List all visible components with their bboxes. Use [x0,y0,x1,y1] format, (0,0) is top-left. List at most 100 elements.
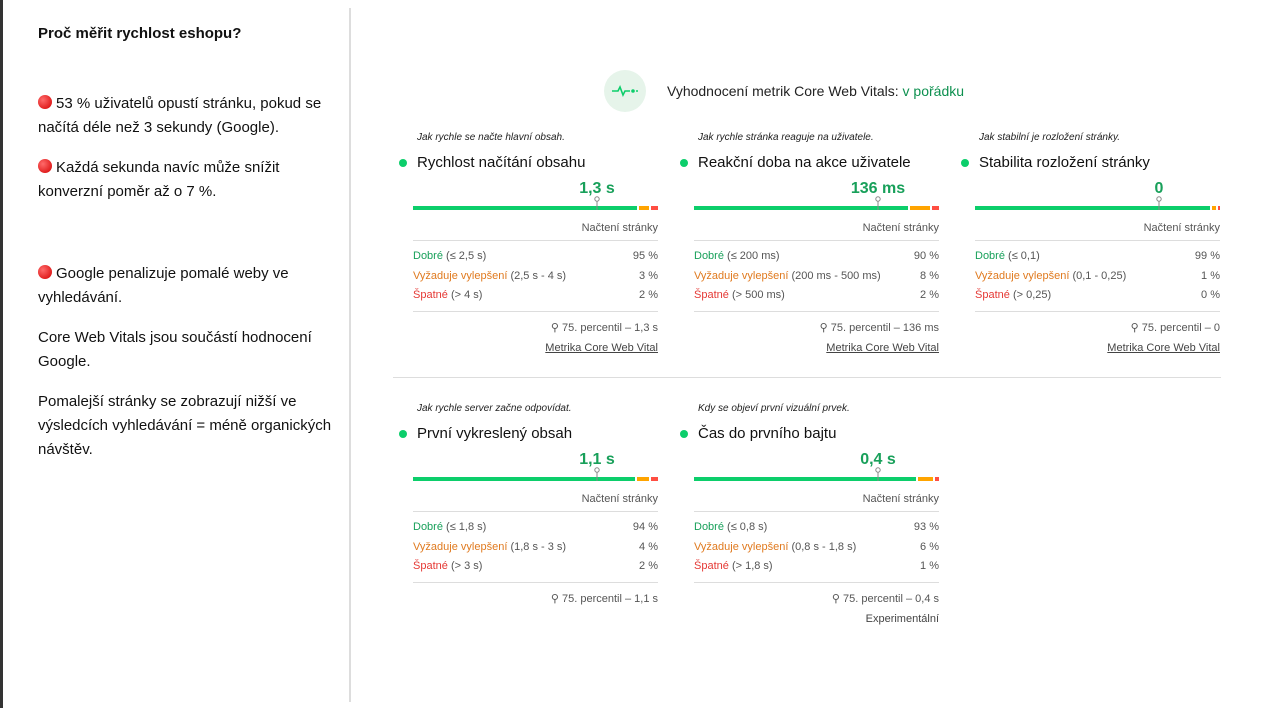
red-circle-icon [38,265,52,279]
bar-needs-improvement [1211,206,1216,210]
metric-card: Jak rychle se načte hlavní obsah. Rychlo… [399,132,658,354]
bar-poor [931,206,939,210]
metric-value: 1,1 s [579,451,615,468]
metric-caption: Jak rychle stránka reaguje na uživatele. [698,132,874,143]
bar-label: Načtení stránky [413,493,658,512]
percentile: ⚲ 75. percentil – 1,3 s [550,321,658,334]
good-row: Dobré (≤ 1,8 s) 94 % [413,521,658,533]
bar-good [413,477,635,481]
row-divider [393,377,1221,378]
pin-icon: ⚲ [1130,321,1139,334]
metric-caption: Jak rychle server začne odpovídat. [417,403,572,414]
metric-title: Reakční doba na akce uživatele [698,154,911,171]
percentile: ⚲ 75. percentil – 1,1 s [550,592,658,605]
percentile: ⚲ 75. percentil – 136 ms [819,321,939,334]
needs-improvement-row: Vyžaduje vylepšení (0,8 s - 1,8 s) 6 % [694,540,939,553]
good-row: Dobré (≤ 2,5 s) 95 % [413,250,658,262]
metric-value: 136 ms [850,180,906,197]
distribution-bar [413,196,658,210]
distribution-bar [413,467,658,481]
cwv-metric-link[interactable]: Metrika Core Web Vital [545,341,658,354]
bar-needs-improvement [636,477,649,481]
status-dot-icon [399,429,407,438]
metric-value: 1,3 s [579,180,615,197]
window-edge [0,0,3,708]
cwv-status: v pořádku [902,83,965,99]
info-point-4: Core Web Vitals jsou součástí hodnocení … [38,329,312,370]
p75-marker-icon [594,196,600,210]
bar-poor [650,206,658,210]
good-row: Dobré (≤ 0,1) 99 % [975,250,1220,262]
pin-icon: ⚲ [550,321,559,334]
info-point-1: 53 % uživatelů opustí stránku, pokud se … [38,95,322,136]
bar-poor [650,477,658,481]
bar-needs-improvement [639,206,649,210]
good-row: Dobré (≤ 0,8 s) 93 % [694,521,939,533]
cwv-metric-link[interactable]: Metrika Core Web Vital [826,341,939,354]
cwv-header: Vyhodnocení metrik Core Web Vitals: v po… [604,70,964,112]
info-point-2: Každá sekunda navíc může snížit konverzn… [38,159,280,200]
metric-title: Stabilita rozložení stránky [979,154,1150,171]
bar-label: Načtení stránky [975,222,1220,241]
poor-row: Špatné (> 3 s) 2 % [413,560,658,572]
status-dot-icon [680,158,688,167]
distribution-bar [694,467,939,481]
poor-row: Špatné (> 500 ms) 2 % [694,289,939,301]
metric-caption: Jak stabilní je rozložení stránky. [979,132,1120,143]
pulse-icon [604,70,646,112]
metric-caption: Jak rychle se načte hlavní obsah. [417,132,565,143]
pin-icon: ⚲ [831,592,840,605]
bar-needs-improvement [917,477,934,481]
status-dot-icon [680,429,688,438]
cwv-title: Vyhodnocení metrik Core Web Vitals: [667,83,899,99]
metric-title: Čas do prvního bajtu [698,425,837,442]
metric-card: Jak stabilní je rozložení stránky. Stabi… [961,132,1220,354]
percentile: ⚲ 75. percentil – 0 [1130,321,1220,334]
status-dot-icon [399,158,407,167]
bar-good [413,206,638,210]
needs-improvement-row: Vyžaduje vylepšení (1,8 s - 3 s) 4 % [413,540,658,553]
metric-card: Jak rychle server začne odpovídat. První… [399,403,658,605]
info-point-3: Google penalizuje pomalé weby ve vyhledá… [38,265,289,306]
cwv-metric-link[interactable]: Metrika Core Web Vital [1107,341,1220,354]
panel-divider [349,8,351,702]
pin-icon: ⚲ [550,592,559,605]
red-circle-icon [38,159,52,173]
p75-marker-icon [875,196,881,210]
metric-caption: Kdy se objeví první vizuální prvek. [698,403,850,414]
metric-value: 0,4 s [860,451,896,468]
p75-marker-icon [1156,196,1162,210]
metric-value: 0 [1154,180,1164,197]
red-circle-icon [38,95,52,109]
metric-title: Rychlost načítání obsahu [417,154,586,171]
bar-poor [1217,206,1220,210]
bar-good [694,206,909,210]
distribution-bar [975,196,1220,210]
bar-good [975,206,1210,210]
distribution-bar [694,196,939,210]
bar-good [694,477,916,481]
info-panel: Proč měřit rychlost eshopu? 53 % uživate… [38,22,338,478]
metric-card: Jak rychle stránka reaguje na uživatele.… [680,132,939,354]
bar-poor [935,477,939,481]
info-point-5: Pomalejší stránky se zobrazují nižší ve … [38,393,332,458]
status-dot-icon [961,158,969,167]
metric-card: Kdy se objeví první vizuální prvek. Čas … [680,403,939,625]
percentile: ⚲ 75. percentil – 0,4 s [831,592,939,605]
experimental-label: Experimentální [865,612,939,625]
needs-improvement-row: Vyžaduje vylepšení (2,5 s - 4 s) 3 % [413,269,658,282]
good-row: Dobré (≤ 200 ms) 90 % [694,250,939,262]
metric-title: První vykreslený obsah [417,425,573,442]
info-heading: Proč měřit rychlost eshopu? [38,25,242,42]
poor-row: Špatné (> 1,8 s) 1 % [694,560,939,572]
p75-marker-icon [875,467,881,481]
bar-label: Načtení stránky [694,493,939,512]
needs-improvement-row: Vyžaduje vylepšení (0,1 - 0,25) 1 % [975,269,1220,282]
needs-improvement-row: Vyžaduje vylepšení (200 ms - 500 ms) 8 % [694,269,939,282]
bar-label: Načtení stránky [413,222,658,241]
bar-label: Načtení stránky [694,222,939,241]
poor-row: Špatné (> 4 s) 2 % [413,289,658,301]
pin-icon: ⚲ [819,321,828,334]
bar-needs-improvement [910,206,930,210]
p75-marker-icon [594,467,600,481]
